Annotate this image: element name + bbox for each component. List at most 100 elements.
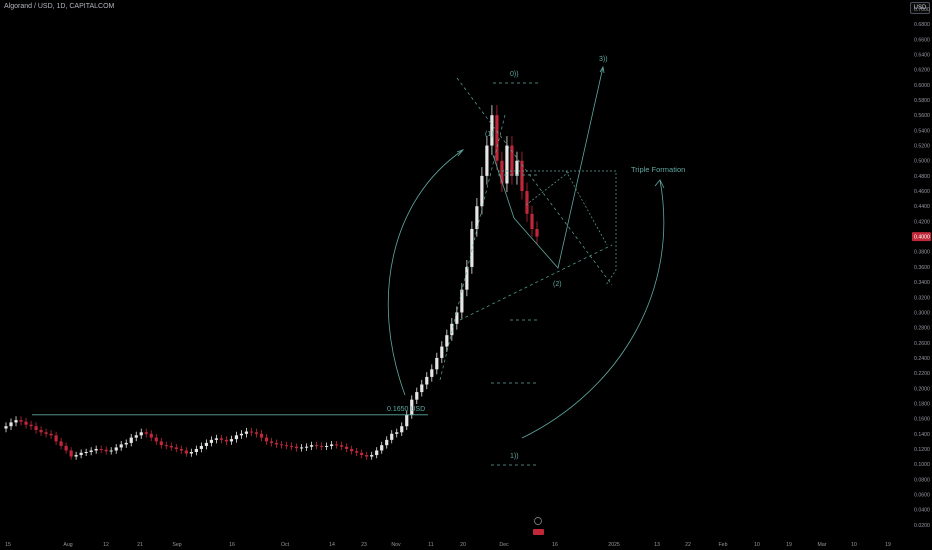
y-tick-label: 0.3600 [914, 265, 930, 271]
candle-body [54, 435, 58, 442]
x-tick-label: 22 [685, 542, 691, 548]
current-price-tag [912, 232, 931, 242]
wave-label-1b: 1)) [510, 453, 519, 460]
candle-body [360, 452, 364, 456]
candle-body [249, 431, 254, 433]
candle-body [154, 437, 158, 442]
currency-button[interactable]: USD [910, 2, 930, 14]
candle-body [134, 435, 138, 438]
candle-body [435, 357, 439, 370]
candle-body [465, 266, 469, 290]
candle-body [395, 432, 399, 434]
x-tick-label: 10 [851, 542, 857, 548]
y-tick-label: 0.5400 [914, 128, 930, 134]
candle-body [179, 448, 183, 451]
y-tick-label: 0.6400 [914, 53, 930, 59]
candle-body [450, 323, 454, 336]
candle-body [340, 445, 344, 447]
y-tick-label: 0.2400 [914, 356, 930, 362]
y-tick-label: 0.3800 [914, 250, 930, 256]
x-tick-label: 2025 [608, 542, 620, 548]
candle-body [114, 447, 118, 451]
event-icon [534, 517, 542, 525]
y-tick-label: 0.6600 [914, 37, 930, 43]
candle-body [209, 439, 213, 443]
candle-body [415, 392, 419, 400]
candle-body [64, 445, 68, 451]
candle-body [24, 421, 28, 425]
candle-body [500, 160, 504, 184]
candle-body [99, 448, 103, 450]
candle-body [485, 145, 489, 176]
x-tick-label: Nov [391, 542, 401, 548]
wave-label-1: (1) [485, 131, 494, 138]
candle-body [144, 432, 148, 434]
candle-body [515, 160, 519, 176]
candle-body [184, 450, 188, 454]
wave-path [492, 66, 604, 269]
candle-body [194, 448, 198, 453]
candle-body [370, 455, 374, 457]
candle-body [440, 346, 444, 358]
x-tick-label: 11 [428, 542, 433, 548]
x-tick-label: Sep [172, 542, 181, 548]
candle-body [480, 175, 484, 207]
candle-body [254, 432, 259, 434]
y-tick-label: 0.4800 [914, 174, 930, 180]
candle-body [239, 433, 244, 436]
candle-body [94, 448, 98, 451]
y-tick-label: 0.1000 [914, 462, 930, 468]
y-tick-label: 0.0200 [914, 523, 930, 529]
channel-upper [456, 77, 613, 286]
candle-body [445, 335, 449, 347]
candle-body [470, 228, 474, 267]
candle-body [244, 431, 249, 434]
x-tick-label: 15 [5, 542, 11, 548]
candle-body [74, 455, 78, 457]
flag-icon [533, 529, 544, 535]
candle-body [505, 145, 509, 184]
candle-body [400, 426, 404, 433]
y-tick-label: 0.5600 [914, 113, 930, 119]
candle-body [525, 191, 529, 214]
candle-body [380, 445, 384, 451]
candle-body [279, 444, 284, 446]
candle-body [79, 452, 83, 456]
y-tick-label: 0.4600 [914, 189, 930, 195]
y-tick-label: 0.3200 [914, 295, 930, 301]
candle-body [14, 420, 18, 423]
candle-body [355, 451, 359, 453]
candle-body [425, 376, 429, 385]
x-tick-label: 23 [361, 542, 367, 548]
y-tick-label: 0.7000 [914, 7, 930, 13]
candle-body [319, 445, 324, 447]
y-tick-label: 0.4400 [914, 204, 930, 210]
candle-body [84, 452, 88, 454]
y-tick-label: 0.5000 [914, 159, 930, 165]
y-tick-label: 0.1600 [914, 417, 930, 423]
candle-body [59, 441, 63, 446]
chart-title: Algorand / USD, 1D, CAPITALCOM [4, 3, 115, 10]
candle-body [330, 444, 334, 446]
y-tick-label: 0.6800 [914, 22, 930, 28]
wave-arrow-head [599, 65, 605, 74]
candle-body [304, 446, 309, 448]
candle-body [224, 439, 229, 442]
candle-body [19, 420, 23, 422]
candle-body [124, 442, 128, 445]
candle-body [410, 399, 414, 415]
y-tick-label: 0.0400 [914, 508, 930, 514]
y-tick-label: 0.2000 [914, 386, 930, 392]
x-tick-label: 13 [654, 542, 660, 548]
candle-body [44, 432, 48, 434]
candle-body [430, 369, 434, 377]
support-label: 0.1650 USD [387, 406, 425, 413]
candle-body [104, 449, 108, 452]
x-tick-label: Aug [63, 542, 72, 548]
candle-body [159, 441, 163, 446]
candle-body [420, 384, 424, 393]
y-tick-label: 0.0600 [914, 492, 930, 498]
x-tick-label: 19 [786, 542, 792, 548]
candle-body [149, 433, 153, 438]
